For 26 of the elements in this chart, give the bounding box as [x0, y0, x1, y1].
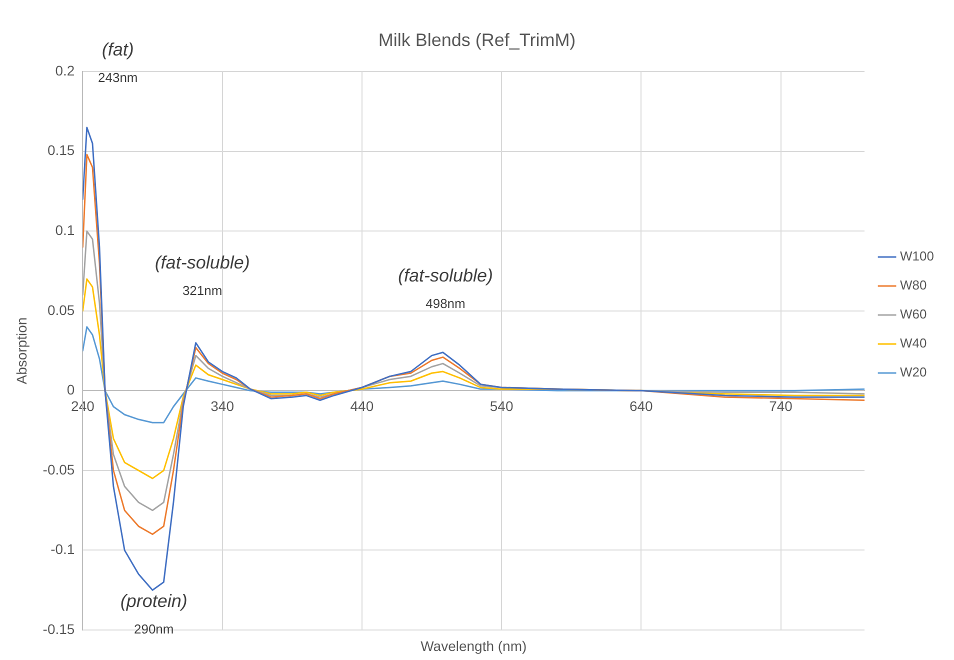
- x-tick-label: 540: [490, 398, 514, 414]
- legend-label: W40: [900, 336, 927, 351]
- annotation: (fat-soluble) 498nm: [398, 265, 494, 312]
- y-tick-label: 0.05: [47, 302, 75, 318]
- annotation: (protein) 290nm: [120, 591, 188, 637]
- y-tick-label: 0.2: [55, 62, 75, 78]
- x-axis-title: Wavelength (nm): [420, 638, 527, 654]
- y-tick-label: 0: [66, 382, 75, 398]
- y-tick-label: -0.05: [42, 461, 75, 478]
- chart-title: Milk Blends (Ref_TrimM): [378, 30, 576, 50]
- x-tick-label: 740: [769, 398, 793, 414]
- y-tick-label: -0.15: [42, 620, 75, 637]
- x-tick-label: 440: [350, 398, 374, 414]
- annotation: (fat) 243nm: [98, 39, 138, 85]
- x-tick-label: 640: [629, 398, 654, 414]
- x-tick-label: 340: [210, 398, 234, 414]
- legend-label: W60: [900, 306, 927, 322]
- y-axis-title: Absorption: [13, 317, 30, 384]
- y-tick-label: 0.15: [47, 142, 75, 158]
- legend-label: W100: [900, 248, 934, 264]
- annotation: (fat-soluble) 321nm: [154, 252, 250, 298]
- y-tick-label: 0.1: [55, 222, 75, 238]
- legend-label: W20: [900, 364, 927, 380]
- x-tick-label: 240: [71, 398, 95, 414]
- y-tick-label: -0.1: [50, 541, 75, 558]
- legend-label: W80: [900, 278, 927, 293]
